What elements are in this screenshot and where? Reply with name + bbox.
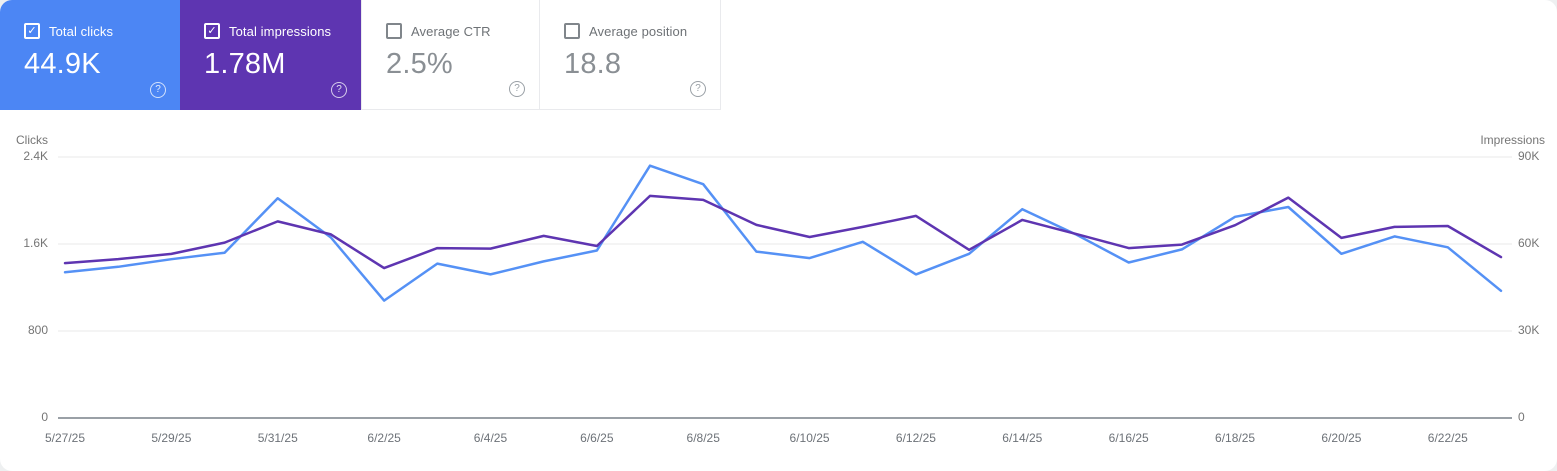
total-impressions-value: 1.78M [204, 48, 286, 80]
x-axis-date-label: 6/12/25 [895, 431, 936, 445]
metric-cards-row: ✓ Total clicks 44.9K ? ✓ Total impressio… [0, 0, 721, 110]
x-axis-date-label: 5/29/25 [151, 431, 192, 445]
x-axis-date-label: 5/27/25 [44, 431, 86, 445]
x-axis-date-label: 6/18/25 [1215, 431, 1256, 445]
average-ctr-value: 2.5% [386, 48, 453, 80]
x-axis-date-label: 6/2/25 [367, 431, 401, 445]
x-axis-date-label: 5/31/25 [257, 431, 298, 445]
card-label: Total clicks [49, 23, 114, 39]
right-axis-tick: 30K [1518, 323, 1540, 337]
card-total-clicks[interactable]: ✓ Total clicks 44.9K ? [0, 0, 180, 110]
checkbox-average-ctr-unchecked[interactable] [386, 23, 402, 39]
card-label: Average CTR [411, 23, 491, 39]
left-axis-tick: 800 [27, 323, 48, 337]
total-clicks-value: 44.9K [24, 48, 101, 80]
x-axis-date-label: 6/14/25 [1002, 431, 1043, 445]
right-axis-tick: 0 [1518, 410, 1525, 424]
gridlines [58, 156, 1512, 419]
right-axis-title: Impressions [1480, 133, 1545, 147]
card-average-ctr[interactable]: Average CTR 2.5% ? [361, 0, 540, 110]
left-axis-tick: 2.4K [23, 149, 48, 163]
x-axis-date-label: 6/20/25 [1321, 431, 1362, 445]
left-axis-tick: 1.6K [23, 236, 48, 250]
x-axis-date-label: 6/22/25 [1427, 431, 1468, 445]
x-axis-date-label: 6/6/25 [580, 431, 614, 445]
card-average-position[interactable]: Average position 18.8 ? [540, 0, 721, 110]
help-icon[interactable]: ? [331, 82, 347, 98]
checkbox-total-clicks-checked[interactable]: ✓ [24, 23, 40, 39]
help-icon[interactable]: ? [509, 81, 525, 97]
checkbox-average-position-unchecked[interactable] [564, 23, 580, 39]
help-icon[interactable]: ? [690, 81, 706, 97]
right-axis-tick: 90K [1518, 149, 1540, 163]
impressions-line [63, 194, 1503, 270]
x-axis-date-label: 6/16/25 [1108, 431, 1149, 445]
x-axis-date-label: 6/4/25 [473, 431, 508, 445]
right-axis-tick: 60K [1518, 236, 1540, 250]
checkbox-total-impressions-checked[interactable]: ✓ [204, 23, 220, 39]
left-axis-tick: 0 [41, 410, 48, 424]
x-axis-date-label: 6/8/25 [686, 431, 720, 445]
card-label: Average position [589, 23, 688, 39]
help-icon[interactable]: ? [150, 82, 166, 98]
clicks-line [63, 164, 1503, 302]
average-position-value: 18.8 [564, 48, 622, 80]
x-axis-date-label: 6/10/25 [789, 431, 830, 445]
card-label: Total impressions [229, 23, 332, 39]
left-axis-title: Clicks [16, 133, 48, 147]
card-total-impressions[interactable]: ✓ Total impressions 1.78M ? [180, 0, 361, 110]
